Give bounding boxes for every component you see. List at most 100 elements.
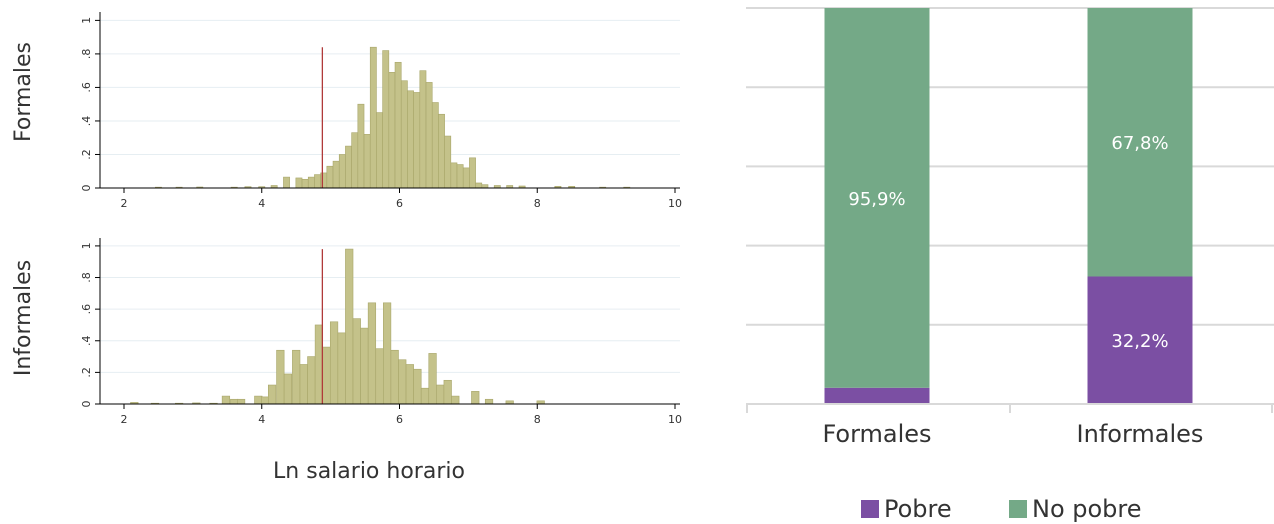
histogram-bar [338, 154, 346, 189]
histogram-bar [428, 353, 437, 405]
histogram-bar [345, 145, 352, 189]
histogram-bar [254, 395, 263, 405]
histogram-bar [376, 112, 383, 189]
histogram-formales: 0 .2 .4 .6 .8 1 2 4 6 8 10 [80, 12, 682, 210]
histogram-bar [394, 61, 402, 189]
histogram-bar [276, 349, 285, 405]
x-tick-label: 6 [396, 197, 403, 210]
histogram-bar [292, 349, 301, 405]
histogram-bar [307, 356, 316, 405]
x-tick-label: 6 [396, 413, 403, 426]
histogram-bar [383, 302, 392, 405]
y-tick-label: .8 [80, 49, 93, 60]
histogram-bar [345, 248, 354, 405]
histogram-bar [351, 132, 359, 189]
y-tick-label: .8 [80, 272, 93, 283]
histogram-bar [443, 379, 452, 405]
histogram-bar [360, 327, 369, 405]
legend: Pobre No pobre [861, 495, 1142, 523]
histogram-bar [390, 349, 399, 405]
x-tick-label: 4 [258, 413, 265, 426]
histogram-bar [369, 46, 377, 189]
histogram-bar [456, 164, 464, 189]
histogram-bar [375, 348, 384, 405]
histogram-informales: 0 .2 .4 .6 .8 1 2 4 6 8 10 [80, 238, 682, 426]
histogram-bar [332, 160, 340, 189]
y-tick-label: 1 [80, 242, 93, 249]
hist-x-axis-title: Ln salario horario [273, 459, 465, 484]
histogram-bar [322, 346, 331, 405]
y-tick-label: .6 [80, 304, 93, 315]
histogram-bar [267, 384, 277, 405]
histogram-bar [314, 324, 324, 405]
y-tick-label: .2 [80, 367, 93, 378]
histogram-bar [398, 359, 407, 405]
histogram-bar [320, 172, 328, 189]
histogram-bar [462, 167, 470, 189]
stacked-bar-chart: 95,9% Formales 32,2% 67,8% Informales [746, 7, 1274, 448]
histogram-bar [400, 80, 408, 189]
histogram-bar [363, 134, 371, 189]
histogram-bar [413, 368, 422, 405]
histogram-bar [436, 384, 445, 405]
x-tick-label: 2 [121, 197, 128, 210]
data-label: 32,2% [1111, 331, 1168, 352]
x-tick-label: 8 [534, 197, 541, 210]
x-tick-label: 10 [668, 197, 682, 210]
histogram-bar [329, 321, 339, 405]
histogram-bar [419, 70, 427, 189]
y-tick-label: 0 [80, 401, 93, 408]
legend-swatch-no-pobre [1009, 500, 1027, 518]
x-tick-label: 8 [534, 413, 541, 426]
histogram-bar [405, 364, 414, 405]
bar-segment-no-pobre [824, 8, 930, 388]
category-label: Informales [1077, 420, 1204, 448]
histogram-bar [367, 302, 377, 405]
histogram-bar [382, 50, 390, 189]
histogram-bar [307, 176, 315, 189]
data-label: 67,8% [1111, 133, 1168, 154]
histogram-bar [475, 182, 483, 189]
histogram-bar [295, 177, 303, 189]
histogram-bar [283, 176, 290, 189]
histogram-bar [469, 157, 476, 189]
histogram-bar [413, 92, 421, 189]
y-tick-label: .6 [80, 82, 93, 93]
histogram-bar [230, 398, 239, 405]
legend-swatch-pobre [861, 500, 879, 518]
data-label: 95,9% [848, 189, 905, 210]
histogram-bar [407, 90, 414, 189]
histogram-bar [388, 72, 396, 189]
histogram-bar [352, 318, 361, 405]
histogram-bar [301, 178, 309, 189]
histogram-bar [261, 396, 270, 405]
histogram-bar [314, 174, 321, 189]
y-tick-label: 1 [80, 17, 93, 24]
legend-label-no-pobre: No pobre [1032, 495, 1142, 523]
x-tick-label: 10 [668, 413, 682, 426]
histogram-bar [451, 395, 460, 405]
histogram-bar [221, 395, 231, 405]
category-label: Formales [822, 420, 931, 448]
histogram-bar [326, 165, 334, 189]
histogram-bar [299, 364, 308, 405]
bar-segment-pobre [1087, 276, 1193, 404]
row-label-formales: Formales [11, 42, 36, 142]
histogram-bar [420, 387, 430, 405]
legend-label-pobre: Pobre [884, 495, 952, 523]
bar-segment-pobre [824, 387, 930, 404]
row-label-informales: Informales [11, 260, 36, 376]
y-tick-label: .4 [80, 116, 93, 127]
x-tick-label: 2 [121, 413, 128, 426]
y-tick-label: .4 [80, 336, 93, 347]
histogram-bar [425, 82, 433, 189]
histogram-bar [450, 162, 458, 189]
histogram-bar [484, 398, 494, 405]
y-tick-label: .2 [80, 149, 93, 160]
histogram-bar [283, 373, 293, 405]
bar-segment-no-pobre [1087, 8, 1193, 277]
histogram-bar [438, 113, 445, 189]
histogram-bar [357, 103, 365, 189]
histogram-bar [481, 184, 489, 189]
